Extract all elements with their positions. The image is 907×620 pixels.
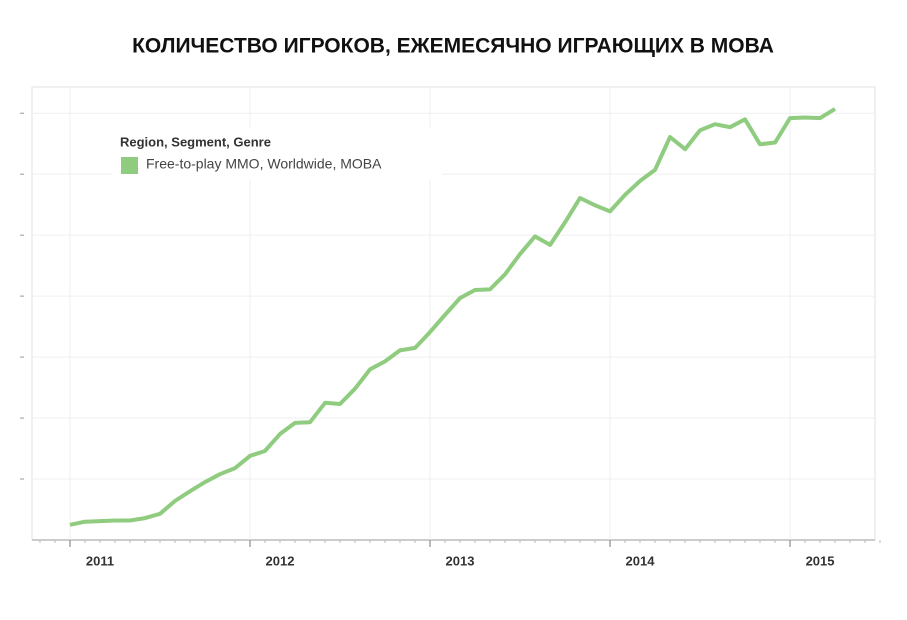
chart-title: КОЛИЧЕСТВО ИГРОКОВ, ЕЖЕМЕСЯЧНО ИГРАЮЩИХ … <box>132 35 774 58</box>
x-tick-label: 2014 <box>626 553 656 568</box>
x-tick-label: 2011 <box>86 553 114 568</box>
legend-label: Free-to-play MMO, Worldwide, MOBA <box>146 156 382 172</box>
legend-title: Region, Segment, Genre <box>120 134 271 149</box>
x-tick-label: 2015 <box>806 553 835 568</box>
data-line <box>69 107 837 527</box>
legend-swatch <box>121 157 138 174</box>
x-tick-label: 2012 <box>266 553 295 568</box>
x-tick-label: 2013 <box>446 553 475 568</box>
legend-box <box>112 129 442 179</box>
